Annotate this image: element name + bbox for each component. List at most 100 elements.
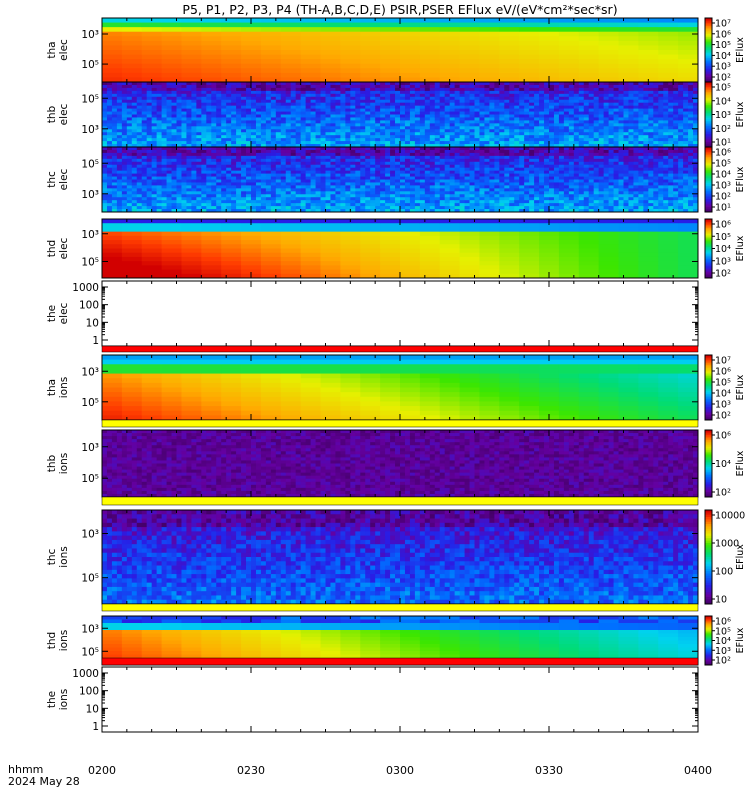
spectrogram-cell	[613, 117, 619, 121]
spectrogram-cell	[300, 114, 307, 118]
spectrogram-cell	[444, 111, 451, 115]
spectrogram-cell	[221, 191, 227, 195]
colorbar-tick-label: 10³	[715, 110, 731, 121]
spectrogram-cell	[330, 149, 336, 154]
spectrogram-cell	[211, 123, 217, 127]
spectrogram-cell	[305, 114, 311, 118]
spectrogram-cell	[583, 117, 590, 121]
spectrogram-cell	[618, 59, 639, 65]
spectrogram-cell	[360, 155, 366, 160]
spectrogram-cell	[196, 126, 202, 130]
spectrogram-cell	[360, 108, 366, 112]
spectrogram-cell	[414, 191, 421, 195]
spectrogram-cell	[275, 132, 282, 136]
spectrogram-cell	[573, 99, 580, 104]
spectrogram-cell	[340, 99, 346, 104]
spectrogram-cell	[116, 93, 123, 98]
spectrogram-cell	[156, 185, 162, 189]
spectrogram-cell	[509, 141, 515, 145]
spectrogram-cell	[275, 194, 282, 198]
spectrogram-cell	[260, 179, 267, 183]
spectrogram-cell	[479, 50, 500, 55]
spectrogram-cell	[171, 185, 177, 189]
spectrogram-cell	[340, 84, 346, 89]
spectrogram-cell	[395, 182, 401, 186]
spectrogram-cell	[663, 99, 669, 104]
spectrogram-cell	[678, 141, 684, 145]
spectrogram-cell	[201, 126, 207, 130]
spectrogram-cell	[305, 209, 311, 213]
spectrogram-cell	[161, 72, 182, 78]
spectrogram-cell	[678, 114, 684, 118]
spectrogram-cell	[216, 120, 222, 124]
spectrogram-cell	[151, 188, 158, 192]
spectrogram-cell	[553, 90, 560, 95]
spectrogram-cell	[121, 36, 143, 42]
spectrogram-cell	[270, 117, 277, 121]
spectrogram-cell	[375, 99, 381, 104]
spectrogram-cell	[380, 120, 386, 124]
spectrogram-cell	[305, 135, 311, 139]
colorbar-segment	[705, 42, 712, 44]
spectrogram-cell	[231, 129, 237, 133]
spectrogram-cell	[459, 18, 480, 23]
spectrogram-cell	[454, 135, 460, 139]
spectrogram-cell	[315, 200, 321, 204]
spectrogram-cell	[608, 99, 614, 104]
spectrogram-cell	[176, 114, 182, 118]
spectrogram-cell	[310, 90, 316, 95]
spectrogram-cell	[280, 59, 302, 65]
spectrogram-cell	[320, 59, 341, 65]
spectrogram-cell	[260, 197, 267, 201]
spectrogram-cell	[136, 191, 143, 195]
spectrogram-cell	[102, 188, 108, 192]
spectrogram-cell	[350, 176, 356, 180]
spectrogram-cell	[658, 114, 664, 118]
spectrogram-cell	[251, 123, 257, 127]
spectrogram-cell	[102, 84, 108, 89]
spectrogram-cell	[355, 185, 361, 189]
spectrogram-cell	[638, 102, 644, 107]
spectrogram-cell	[325, 194, 331, 198]
spectrogram-cell	[151, 108, 158, 112]
spectrogram-cell	[186, 164, 192, 169]
spectrogram-cell	[459, 90, 465, 95]
spectrogram-cell	[419, 50, 441, 55]
spectrogram-cell	[241, 40, 262, 46]
spectrogram-cell	[126, 164, 133, 169]
spectrogram-cell	[429, 194, 436, 198]
spectrogram-cell	[385, 155, 391, 160]
spectrogram-cell	[270, 93, 277, 98]
spectrogram-cell	[136, 179, 143, 183]
spectrogram-cell	[494, 129, 500, 133]
spectrogram-cell	[340, 114, 346, 118]
spectrogram-cell	[638, 138, 644, 142]
spectrogram-cell	[524, 93, 530, 98]
spectrogram-cell	[196, 203, 202, 207]
spectrogram-cell	[479, 72, 500, 78]
spectrogram-cell	[688, 126, 694, 130]
spectrogram-cell	[613, 132, 619, 136]
spectrogram-cell	[265, 132, 272, 136]
spectrogram-cell	[504, 99, 510, 104]
spectrogram-cell	[285, 102, 292, 107]
spectrogram-cell	[106, 132, 113, 136]
spectrogram-cell	[454, 84, 460, 89]
spectrogram-cell	[474, 129, 480, 133]
spectrogram-cell	[529, 138, 535, 142]
spectrogram-cell	[638, 45, 659, 51]
spectrogram-cell	[439, 84, 446, 89]
spectrogram-cell	[678, 77, 699, 83]
spectrogram-cell	[191, 87, 197, 92]
spectrogram-cell	[474, 144, 480, 148]
spectrogram-cell	[454, 132, 460, 136]
spectrogram-cell	[136, 114, 143, 118]
spectrogram-cell	[106, 123, 113, 127]
spectrogram-cell	[434, 129, 441, 133]
spectrogram-cell	[588, 144, 595, 148]
spectrogram-cell	[111, 188, 118, 192]
spectrogram-cell	[563, 144, 570, 148]
spectrogram-cell	[608, 84, 614, 89]
spectrogram-cell	[221, 84, 227, 89]
spectrogram-cell	[186, 105, 192, 109]
